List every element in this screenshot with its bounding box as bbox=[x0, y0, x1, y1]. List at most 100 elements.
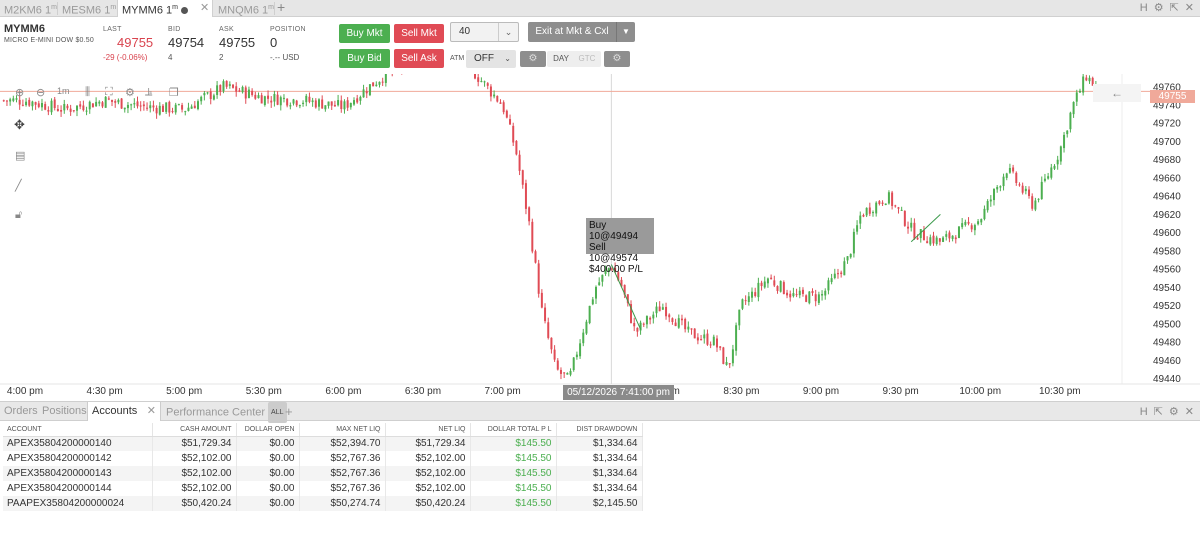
candle-body bbox=[512, 125, 515, 143]
popout-icon[interactable]: ⇱ bbox=[1169, 2, 1179, 14]
tab-label: MESM6 bbox=[62, 4, 102, 17]
atm-settings-gear-icon[interactable]: ⚙ bbox=[520, 51, 546, 67]
tab-orders[interactable]: Orders bbox=[4, 405, 38, 417]
close-icon[interactable]: ✕ bbox=[1184, 2, 1194, 14]
add-tab-icon[interactable]: + bbox=[285, 404, 293, 419]
candle-body bbox=[244, 87, 247, 99]
candle-type-icon[interactable]: ⫼ bbox=[85, 86, 91, 98]
candle-body bbox=[1088, 77, 1091, 82]
tif-day[interactable]: DAY bbox=[553, 54, 569, 63]
symbol-description: MICRO E-MINI DOW $0.50 bbox=[4, 37, 94, 44]
sell-ask-button[interactable]: Sell Ask bbox=[394, 49, 444, 68]
column-header[interactable]: DOLLAR TOTAL P L bbox=[470, 423, 557, 437]
candle-body bbox=[919, 229, 922, 239]
column-header[interactable]: DOLLAR OPEN bbox=[236, 423, 300, 437]
candle-body bbox=[79, 104, 82, 107]
chevron-down-icon[interactable]: ⌄ bbox=[498, 23, 518, 41]
tab-mnqm6[interactable]: MNQM6 1m bbox=[214, 0, 274, 17]
tab-mymm6[interactable]: MYMM6 1m bbox=[117, 0, 213, 17]
zoom-out-icon[interactable]: ⊖ bbox=[36, 87, 46, 99]
order-settings-gear-icon[interactable]: ⚙ bbox=[604, 51, 630, 67]
candle-body bbox=[588, 305, 591, 324]
candle-body bbox=[763, 281, 766, 288]
candle-body bbox=[967, 221, 970, 224]
table-row[interactable]: APEX35804200000142 $52,102.00 $0.00 $52,767… bbox=[3, 451, 643, 466]
settings-icon[interactable]: ⚙ bbox=[125, 87, 135, 99]
gear-icon[interactable]: ⚙ bbox=[1153, 2, 1164, 14]
candle-body bbox=[219, 85, 222, 92]
close-icon[interactable]: ✕ bbox=[1184, 406, 1194, 418]
column-header[interactable]: ACCOUNT bbox=[3, 423, 153, 437]
candle-body bbox=[263, 96, 266, 105]
time-in-force-toggle[interactable]: DAY GTC bbox=[547, 51, 601, 67]
candle-body bbox=[1056, 159, 1059, 165]
tab-performance-center[interactable]: Performance Center ALL bbox=[166, 402, 287, 423]
candle-body bbox=[305, 95, 308, 103]
table-row[interactable]: APEX35804200000143 $52,102.00 $0.00 $52,767… bbox=[3, 466, 643, 481]
table-cell: $145.50 bbox=[470, 436, 557, 451]
popout-icon[interactable]: ⇱ bbox=[1153, 406, 1163, 418]
column-header[interactable]: DIST DRAWDOWN bbox=[556, 423, 643, 437]
all-badge[interactable]: ALL bbox=[268, 402, 287, 423]
tif-gtc[interactable]: GTC bbox=[578, 54, 596, 63]
exit-at-market-button[interactable]: Exit at Mkt & Cxl bbox=[528, 22, 616, 42]
candle-body bbox=[553, 349, 556, 360]
buy-market-button[interactable]: Buy Mkt bbox=[339, 24, 390, 43]
candle-body bbox=[232, 84, 235, 88]
table-row[interactable]: APEX35804200000140 $51,729.34 $0.00 $52,394… bbox=[3, 436, 643, 451]
table-cell: $52,767.36 bbox=[299, 451, 386, 466]
ask-price: 49755 bbox=[219, 35, 256, 50]
candle-body bbox=[515, 140, 518, 155]
chevron-down-icon[interactable]: ▼ bbox=[616, 22, 635, 42]
candle-body bbox=[738, 309, 741, 326]
draw-line-icon[interactable]: ╱ bbox=[15, 180, 22, 192]
price-chart[interactable]: 49760 49740 49720 49700 49680 49660 49640 49620… bbox=[0, 74, 1200, 400]
tab-positions[interactable]: Positions bbox=[42, 405, 87, 417]
column-header[interactable]: MAX NET LIQ bbox=[299, 423, 386, 437]
close-icon[interactable]: ✕ bbox=[146, 405, 156, 417]
templates-icon[interactable]: ❐ bbox=[169, 87, 179, 99]
sell-market-button[interactable]: Sell Mkt bbox=[394, 24, 444, 43]
table-cell: $52,394.70 bbox=[299, 436, 386, 451]
candle-body bbox=[735, 325, 738, 351]
column-header[interactable]: CASH AMOUNT bbox=[152, 423, 237, 437]
candle-body bbox=[384, 74, 387, 83]
h-icon[interactable]: H bbox=[1139, 406, 1148, 418]
candle-body bbox=[509, 119, 512, 125]
candle-body bbox=[212, 95, 215, 100]
candle-body bbox=[216, 85, 219, 95]
table-cell: $52,767.36 bbox=[299, 466, 386, 481]
notes-icon[interactable]: ▤ bbox=[15, 150, 26, 162]
candle-body bbox=[130, 104, 133, 106]
fullscreen-icon[interactable]: ⛶ bbox=[105, 86, 113, 98]
h-icon[interactable]: H bbox=[1139, 2, 1148, 14]
lock-icon[interactable]: 🔓︎ bbox=[15, 209, 23, 221]
buy-bid-button[interactable]: Buy Bid bbox=[339, 49, 390, 68]
table-row[interactable]: APEX35804200000144 $52,102.00 $0.00 $52,767… bbox=[3, 481, 643, 496]
candle-body bbox=[474, 74, 477, 79]
candle-body bbox=[897, 207, 900, 209]
table-cell: $1,334.64 bbox=[556, 466, 643, 481]
interval-button[interactable]: 1m bbox=[57, 86, 70, 96]
scroll-to-latest-arrow-icon[interactable]: ← bbox=[1093, 84, 1141, 102]
candle-body bbox=[782, 282, 785, 295]
quantity-select[interactable]: 40 ⌄ bbox=[450, 22, 519, 42]
candle-body bbox=[575, 354, 578, 358]
add-tab-icon[interactable]: + bbox=[277, 0, 286, 15]
atm-select[interactable]: OFF ⌄ bbox=[466, 50, 516, 68]
close-icon[interactable]: ✕ bbox=[200, 2, 210, 14]
crosshair-icon[interactable]: ✥ bbox=[14, 117, 25, 132]
tab-m2km6[interactable]: M2KM6 1m bbox=[0, 0, 57, 17]
candle-body bbox=[534, 251, 537, 263]
table-row[interactable]: PAAPEX35804200000024 $50,420.24 $0.00 $50,2… bbox=[3, 496, 643, 511]
gear-icon[interactable]: ⚙ bbox=[1168, 406, 1179, 418]
table-cell: $52,102.00 bbox=[152, 451, 237, 466]
column-header[interactable]: NET LIQ bbox=[385, 423, 471, 437]
zoom-in-icon[interactable]: ⊕ bbox=[15, 87, 25, 99]
candle-body bbox=[859, 215, 862, 224]
tab-mesm6[interactable]: MESM6 1m bbox=[58, 0, 117, 17]
candle-body bbox=[1021, 185, 1024, 193]
candle-body bbox=[222, 81, 225, 92]
indicators-icon[interactable]: ⫡ bbox=[145, 86, 153, 98]
tab-accounts[interactable]: Accounts ✕ bbox=[87, 402, 161, 421]
